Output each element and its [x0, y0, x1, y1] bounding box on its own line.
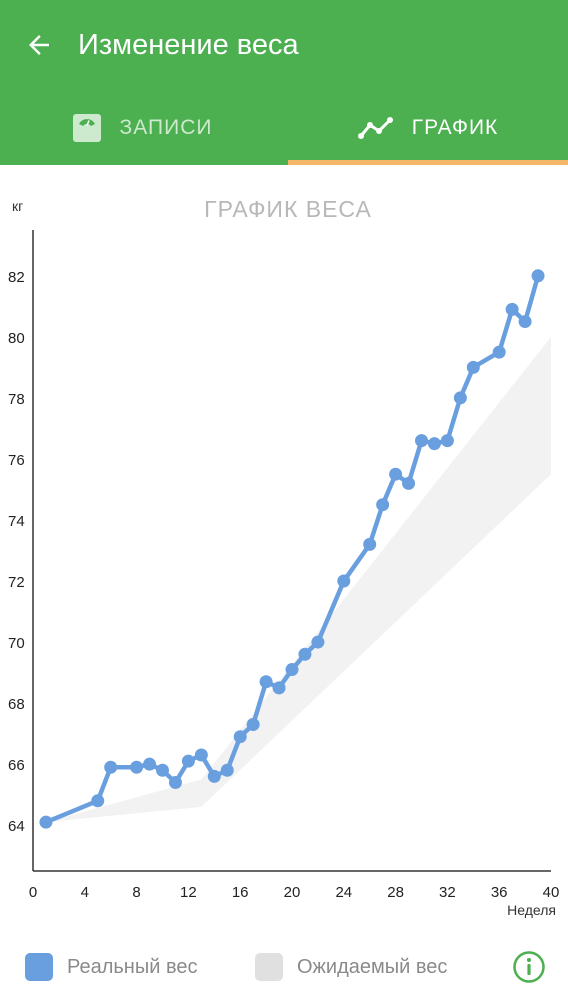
x-axis-unit-label: Неделя — [507, 902, 556, 918]
chart-legend: Реальный вес Ожидаемый вес — [0, 935, 568, 1000]
legend-label-expected: Ожидаемый вес — [297, 955, 448, 978]
x-tick-label: 24 — [335, 884, 352, 901]
tab-chart-label: ГРАФИК — [411, 116, 499, 139]
y-tick-label: 78 — [8, 391, 25, 408]
real-weight-point — [505, 302, 519, 316]
real-weight-point — [466, 360, 480, 374]
x-tick-label: 8 — [132, 884, 140, 901]
legend-item-expected-weight: Ожидаемый вес — [255, 951, 447, 983]
legend-item-real-weight: Реальный вес — [25, 951, 197, 983]
real-weight-point — [337, 574, 351, 588]
x-tick-label: 28 — [387, 884, 404, 901]
legend-swatch-expected — [255, 953, 283, 981]
real-weight-point — [453, 391, 467, 405]
real-weight-point — [402, 476, 416, 490]
real-weight-point — [39, 815, 53, 829]
scale-icon — [72, 114, 101, 142]
x-tick-label: 4 — [81, 884, 89, 901]
x-tick-label: 36 — [491, 884, 508, 901]
y-tick-label: 82 — [8, 269, 25, 286]
real-weight-point — [156, 763, 169, 777]
tab-records[interactable]: ЗАПИСИ — [0, 96, 284, 160]
real-weight-point — [492, 345, 506, 359]
real-weight-point — [143, 757, 157, 771]
x-tick-label: 12 — [180, 884, 197, 901]
real-weight-point — [518, 315, 532, 329]
real-weight-point — [376, 498, 390, 512]
real-weight-point — [363, 537, 377, 551]
y-tick-label: 72 — [8, 574, 25, 591]
real-weight-point — [220, 763, 234, 777]
real-weight-point — [194, 748, 208, 762]
y-tick-label: 74 — [8, 513, 25, 530]
real-weight-point — [181, 754, 195, 768]
y-tick-label: 70 — [8, 635, 25, 652]
real-weight-point — [311, 635, 325, 649]
real-weight-point — [104, 760, 118, 774]
real-weight-point — [207, 769, 221, 783]
real-weight-point — [91, 794, 105, 808]
chart-title: ГРАФИК ВЕСА — [204, 196, 372, 222]
y-tick-label: 68 — [8, 696, 25, 713]
chart-svg: ГРАФИК ВЕСА кг Неделя 646668707274767880… — [8, 196, 560, 918]
arrow-left-icon — [29, 35, 49, 55]
tab-chart[interactable]: ГРАФИК — [288, 96, 568, 160]
real-weight-point — [285, 663, 299, 677]
active-tab-indicator — [288, 160, 568, 165]
x-tick-label: 32 — [439, 884, 456, 901]
tab-records-label: ЗАПИСИ — [119, 116, 213, 139]
real-weight-point — [233, 730, 247, 744]
real-weight-point — [415, 434, 428, 448]
x-tick-label: 16 — [232, 884, 249, 901]
y-axis-unit-label: кг — [12, 198, 23, 214]
info-circle-icon[interactable] — [512, 950, 546, 984]
trend-line-icon — [357, 117, 393, 139]
legend-label-real: Реальный вес — [67, 955, 198, 978]
real-weight-point — [389, 467, 403, 481]
real-weight-point — [168, 775, 182, 789]
expected-weight-band — [45, 336, 551, 823]
real-weight-point — [298, 647, 312, 661]
weight-chart: ГРАФИК ВЕСА кг Неделя 64 66 68 70 72 74 76 78 80… — [0, 165, 568, 935]
y-tick-label: 80 — [8, 330, 25, 347]
page-title: Изменение веса — [78, 29, 299, 61]
y-tick-label: 64 — [8, 818, 25, 835]
x-tick-label: 0 — [29, 884, 37, 901]
real-weight-point — [246, 717, 260, 731]
y-tick-label: 66 — [8, 757, 25, 774]
real-weight-point — [130, 760, 144, 774]
x-tick-label: 40 — [543, 884, 560, 901]
real-weight-point — [427, 437, 441, 451]
real-weight-point — [259, 675, 273, 689]
real-weight-point — [272, 681, 286, 695]
x-tick-label: 20 — [284, 884, 301, 901]
back-button[interactable] — [18, 24, 60, 66]
real-weight-point — [531, 269, 545, 283]
real-weight-point — [440, 434, 454, 448]
legend-swatch-real — [25, 953, 53, 981]
app-bar: Изменение веса ЗАПИСИ ГРАФИК — [0, 0, 568, 165]
y-tick-label: 76 — [8, 452, 25, 469]
